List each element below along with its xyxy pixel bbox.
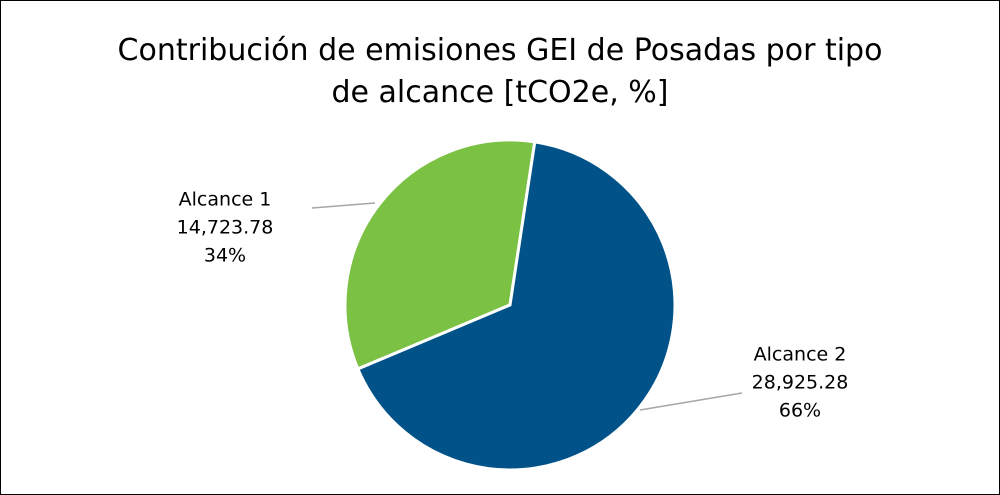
value-label: 14,723.78 [177,217,274,239]
leader-line [311,202,376,209]
slice-label: Alcance 1 [179,189,272,211]
chart-title: Contribución de emisiones GEI de Posadas… [117,33,883,110]
leader-line [639,392,743,411]
value-label: 28,925.28 [752,372,849,394]
percentage-label: 34% [204,245,246,267]
percentage-label: 66% [779,400,821,422]
pie-slice [355,140,677,472]
pie-slice [343,138,537,371]
slice-label: Alcance 2 [754,344,847,366]
